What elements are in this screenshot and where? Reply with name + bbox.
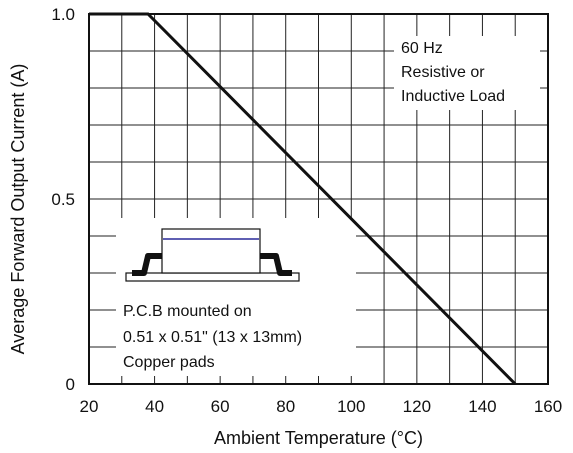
x-tick-label: 140 xyxy=(468,397,496,416)
x-tick-label: 100 xyxy=(337,397,365,416)
pcb-copper-note: Copper pads xyxy=(123,354,215,371)
x-tick-label: 40 xyxy=(145,397,164,416)
y-tick-label: 0 xyxy=(66,375,75,394)
load-type-note: Resistive or xyxy=(401,64,485,81)
right-lead xyxy=(260,253,292,276)
y-tick-label: 1.0 xyxy=(51,5,75,24)
x-tick-label: 80 xyxy=(276,397,295,416)
y-tick-label: 0.5 xyxy=(51,190,75,209)
plot-frame xyxy=(88,13,549,385)
x-tick-label: 20 xyxy=(80,397,99,416)
tick-labels: 20 40 60 80 100 120 140 160 0 0.5 1.0 xyxy=(51,5,562,416)
load-annotation-background xyxy=(394,36,540,110)
left-lead xyxy=(132,253,162,276)
x-tick-label: 160 xyxy=(534,397,562,416)
pcb-pad-size-note: 0.51 x 0.51" (13 x 13mm) xyxy=(123,329,302,346)
package-drawing xyxy=(125,228,300,282)
x-tick-label: 60 xyxy=(211,397,230,416)
package-body xyxy=(161,228,261,274)
load-frequency-note: 60 Hz xyxy=(401,40,443,57)
y-axis-title: Average Forward Output Current (A) xyxy=(8,64,28,355)
x-tick-label: 120 xyxy=(403,397,431,416)
load-type-note-2: Inductive Load xyxy=(401,88,505,105)
pcb-board xyxy=(125,272,300,282)
pcb-mount-note: P.C.B mounted on xyxy=(123,303,252,320)
series-line xyxy=(89,12,517,386)
x-axis-title: Ambient Temperature (°C) xyxy=(214,428,423,448)
